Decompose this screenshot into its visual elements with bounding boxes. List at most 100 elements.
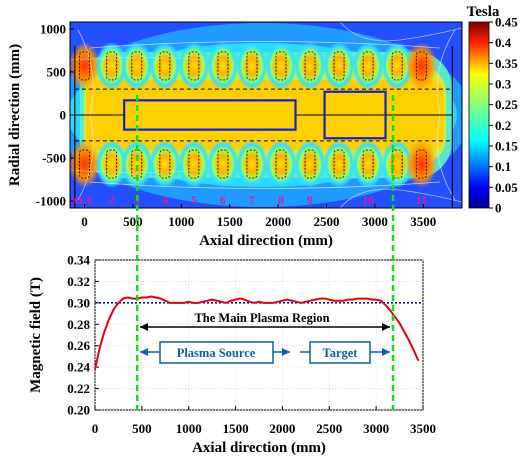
coil-label: 8: [278, 193, 284, 207]
colorbar-tick-label: 0.1: [495, 159, 511, 174]
coil-glow: [323, 41, 356, 90]
coil-outline: [79, 149, 90, 179]
y-tick-label: 1000: [40, 21, 66, 36]
y-tick-label: 0.30: [67, 295, 90, 310]
coil-outline: [159, 51, 171, 81]
colorbar-tick-label: 0.25: [495, 97, 518, 112]
coil-glow: [294, 140, 327, 189]
coil-outline: [159, 149, 171, 179]
coil-outline: [275, 149, 287, 179]
x-tick-label: 1000: [176, 421, 202, 436]
y-tick-label: 0.20: [67, 403, 90, 418]
coil-outline: [362, 51, 374, 81]
coil-outline: [217, 51, 229, 81]
profile-x-label: Axial direction (mm): [192, 440, 326, 456]
y-tick-label: -1000: [36, 194, 66, 209]
profile-y-label: Magnetic field (T): [28, 277, 44, 393]
coil-glow: [148, 41, 181, 90]
coil-outline: [188, 51, 200, 81]
main-region-label: The Main Plasma Region: [194, 311, 329, 325]
y-tick-label: -500: [42, 151, 66, 166]
profile-panel: 0 500 1000 1500 2000 2500 3000 3500 0.200.220.2…: [28, 253, 436, 457]
coil-glow: [177, 41, 210, 90]
x-tick-label: 500: [123, 214, 143, 229]
x-tick-label: 3500: [410, 214, 436, 229]
coil-glow: [206, 41, 239, 90]
x-tick-label: 500: [132, 421, 152, 436]
coil-glow: [206, 140, 239, 189]
coil-glow: [405, 140, 438, 189]
coil-glow: [352, 41, 385, 90]
coil-outline: [79, 51, 90, 81]
profile-y-ticks: 0.20 0.22 0.24 0.26 0.28 0.30 0.32 0.34: [67, 253, 99, 418]
y-tick-label: 0.28: [67, 317, 90, 332]
x-tick-label: 2500: [313, 214, 339, 229]
y-tick-label: 0.26: [67, 338, 90, 353]
x-tick-label: 3500: [410, 421, 436, 436]
plasma-source-annotation: Plasma Source: [140, 341, 290, 364]
coil-field-glows: [70, 41, 438, 189]
coil-glow: [405, 41, 438, 90]
main-region-arrow-right-head: [382, 323, 390, 331]
coil-outline: [362, 149, 374, 179]
plasma-source-box: [123, 99, 297, 131]
coil-glow: [265, 140, 298, 189]
colorbar-gradient: [468, 21, 490, 209]
coil-outline: [333, 149, 345, 179]
colorbar-tick-label: 0.45: [495, 15, 518, 30]
y-tick-label: 0.32: [67, 274, 90, 289]
x-tick-label: 0: [81, 214, 88, 229]
x-tick-label: 1000: [168, 214, 194, 229]
main-region-arrow-left-head: [140, 323, 148, 331]
coil-glow: [381, 41, 414, 90]
coil-glow: [294, 41, 327, 90]
x-tick-label: 3000: [362, 214, 388, 229]
coil-outline: [246, 149, 258, 179]
y-tick-label: 500: [47, 64, 67, 79]
colorbar-tick-label: 0.2: [495, 118, 511, 133]
colorbar-ticks: 0 0.05 0.1 0.15 0.2 0.25 0.3 0.35 0.4 0.45: [489, 15, 518, 216]
field-map-panel: NO.1234567891011 05001000150020002500300…: [7, 21, 463, 249]
coil-outline: [188, 149, 200, 179]
field-line-upper: [89, 41, 441, 49]
coil-glow: [381, 140, 414, 189]
y-tick-label: 0.22: [67, 381, 90, 396]
coil-glow: [95, 41, 128, 90]
coil-glow: [95, 140, 128, 189]
profile-x-ticks: 0 500 1000 1500 2000 2500 3000 3500: [92, 406, 436, 436]
x-tick-label: 2500: [316, 421, 342, 436]
coil-glow: [120, 140, 153, 189]
coil-outline: [275, 51, 287, 81]
coil-glow: [352, 140, 385, 189]
profile-plot-area: [94, 259, 424, 411]
coil-outline: [415, 149, 427, 179]
target-box: [323, 90, 387, 140]
colorbar-title: Tesla: [467, 4, 500, 20]
x-tick-label: 2000: [269, 421, 295, 436]
main-plasma-region-annotation: The Main Plasma Region: [140, 311, 390, 331]
colorbar-tick-label: 0.4: [495, 35, 512, 50]
x-tick-label: 3000: [363, 421, 389, 436]
coil-label: 10: [362, 193, 374, 207]
coil-outline: [131, 51, 143, 81]
field-profile-line: [94, 295, 420, 370]
coil-label: 2: [109, 193, 115, 207]
plasma-source-label: Plasma Source: [177, 346, 256, 360]
x-tick-label: 1500: [217, 214, 243, 229]
colorbar-tick-label: 0.35: [495, 56, 518, 71]
colorbar-tick-label: 0.05: [495, 180, 518, 195]
profile-grid: [94, 259, 424, 411]
coil-glow: [265, 41, 298, 90]
coil-outline: [391, 51, 403, 81]
field-map: NO.1234567891011: [65, 22, 462, 208]
coil-label: NO.1: [65, 193, 92, 207]
coil-outline: [106, 149, 118, 179]
target-annotation: Target: [300, 341, 390, 364]
target-arrow-right-head: [382, 348, 390, 356]
target-label-box: [309, 341, 371, 364]
plasma-source-label-box: [159, 341, 274, 364]
field-map-x-label: Axial direction (mm): [199, 233, 333, 249]
coil-glow: [235, 41, 268, 90]
x-tick-label: 1500: [223, 421, 249, 436]
